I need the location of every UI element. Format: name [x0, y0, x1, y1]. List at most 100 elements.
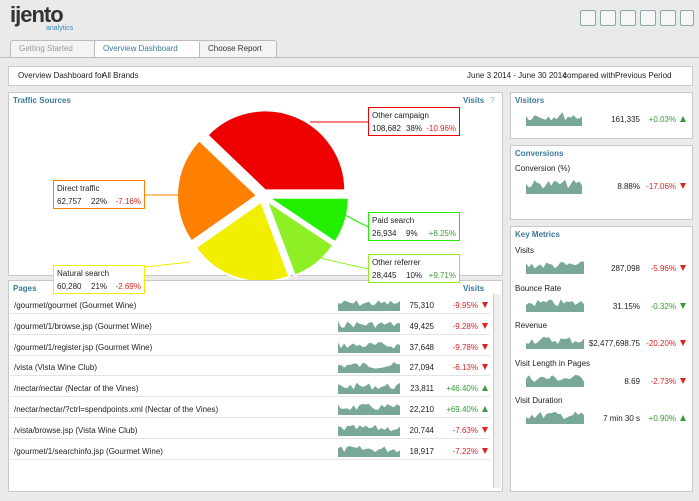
callout	[368, 212, 460, 241]
sparkline-area	[338, 320, 400, 332]
sparkline-area	[338, 403, 400, 415]
source-share: 9%	[406, 229, 418, 238]
sparkline-area	[338, 362, 400, 374]
callout	[368, 107, 460, 136]
page-path: /vista (Vista Wine Club)	[14, 363, 97, 373]
sparkline	[526, 298, 584, 312]
sparkline	[338, 300, 400, 311]
trend-arrow	[482, 322, 488, 329]
trend-arrow	[482, 343, 488, 350]
change: -17.06%	[646, 182, 676, 191]
page-path: /gourmet/1/searchinfo.jsp (Gourmet Wine)	[14, 446, 163, 456]
sparkline	[526, 411, 584, 424]
page-visits: 49,425	[409, 321, 434, 331]
metric-name: Visits	[515, 246, 534, 255]
sparkline-area	[338, 383, 400, 395]
page-visits: 37,648	[409, 342, 434, 352]
sparkline-area	[526, 411, 584, 424]
metric-name: Conversion (%)	[515, 164, 571, 173]
source-visits: 28,445	[372, 271, 397, 280]
sparkline	[338, 362, 400, 374]
pie-slice[interactable]	[265, 196, 350, 244]
sparkline	[526, 261, 584, 274]
sparkline-area	[526, 112, 582, 126]
callout-line	[144, 261, 191, 268]
sparkline	[526, 112, 582, 126]
metric-value: $2,477,698.75	[588, 339, 640, 348]
brand-select[interactable]: All Brands	[102, 71, 139, 80]
source-name: Other campaign	[372, 111, 429, 120]
change: +0.03%	[648, 115, 676, 124]
row-rule	[10, 375, 490, 377]
source-change: -10.96%	[426, 124, 456, 133]
row-rule	[10, 333, 490, 335]
source-visits: 60,280	[57, 282, 82, 291]
source-name: Paid search	[372, 216, 415, 225]
scrollbar[interactable]	[493, 294, 501, 488]
pie-slice[interactable]	[264, 198, 335, 277]
trend-arrow	[482, 447, 488, 454]
date-range[interactable]: June 3 2014 - June 30 2014	[467, 71, 567, 80]
icon-button[interactable]	[600, 10, 616, 26]
sparkline	[338, 445, 400, 457]
change: -0.32%	[650, 301, 676, 311]
source-share: 38%	[406, 124, 423, 133]
filter-bar	[8, 66, 693, 86]
tab[interactable]: Overview Dashboard	[94, 40, 202, 57]
icon-button[interactable]	[680, 10, 694, 26]
source-visits: 26,934	[372, 229, 397, 238]
change: -6.13%	[452, 363, 478, 373]
page-path: /gourmet/1/register.jsp (Gourmet Wine)	[14, 342, 153, 352]
callout	[368, 254, 460, 283]
trend-arrow	[680, 183, 686, 189]
trend-arrow	[482, 385, 488, 392]
help[interactable]: ?	[490, 96, 495, 105]
callout-line	[344, 214, 369, 228]
tab[interactable]: Choose Report	[199, 40, 277, 57]
panel-title: Traffic Sources	[13, 96, 71, 105]
metric-name: Visit Length in Pages	[515, 358, 591, 368]
conversions-panel	[510, 145, 693, 220]
change: +0.90%	[648, 414, 676, 423]
source-change: -7.16%	[115, 197, 141, 206]
source-visits: 62,757	[57, 197, 82, 206]
sparkline-area	[526, 336, 584, 349]
sparkline-area	[338, 341, 400, 353]
filter-label: Overview Dashboard for	[18, 71, 105, 80]
callout-line	[319, 257, 369, 270]
column-label: Visits	[463, 96, 485, 105]
pie-slice[interactable]	[176, 138, 259, 243]
pie-slice[interactable]	[194, 200, 291, 283]
row-rule	[10, 396, 490, 398]
tab[interactable]: Getting Started	[10, 40, 98, 57]
source-change: +9.71%	[428, 271, 456, 280]
sparkline-area	[526, 374, 584, 387]
sparkline	[338, 424, 400, 436]
compared-select[interactable]: Previous Period	[615, 71, 672, 80]
change: +46.40%	[446, 384, 478, 394]
panel-title: Conversions	[515, 149, 564, 158]
trend-arrow	[680, 377, 686, 384]
pages-panel	[8, 280, 503, 492]
pie-slice[interactable]	[206, 109, 347, 192]
sparkline	[526, 374, 584, 387]
callout	[53, 180, 145, 209]
icon-button[interactable]	[620, 10, 636, 26]
source-change: +8.25%	[428, 229, 456, 238]
source-visits: 108,682	[372, 124, 401, 133]
metric-value: 7 min 30 s	[603, 414, 640, 423]
sparkline-area	[526, 298, 584, 312]
sparkline-area	[526, 261, 584, 274]
change: -9.78%	[452, 342, 478, 352]
logo-sub: analytics	[46, 25, 74, 32]
icon-button[interactable]	[640, 10, 656, 26]
icon-button[interactable]	[660, 10, 676, 26]
trend-arrow	[680, 340, 686, 346]
change: +69.40%	[446, 405, 478, 414]
metric-name: Revenue	[515, 321, 548, 330]
metric-name: Bounce Rate	[515, 283, 562, 293]
page-visits: 22,210	[409, 405, 434, 414]
panel-title: Visitors	[515, 96, 545, 105]
tab-rule	[0, 57, 699, 58]
icon-button[interactable]	[580, 10, 596, 26]
